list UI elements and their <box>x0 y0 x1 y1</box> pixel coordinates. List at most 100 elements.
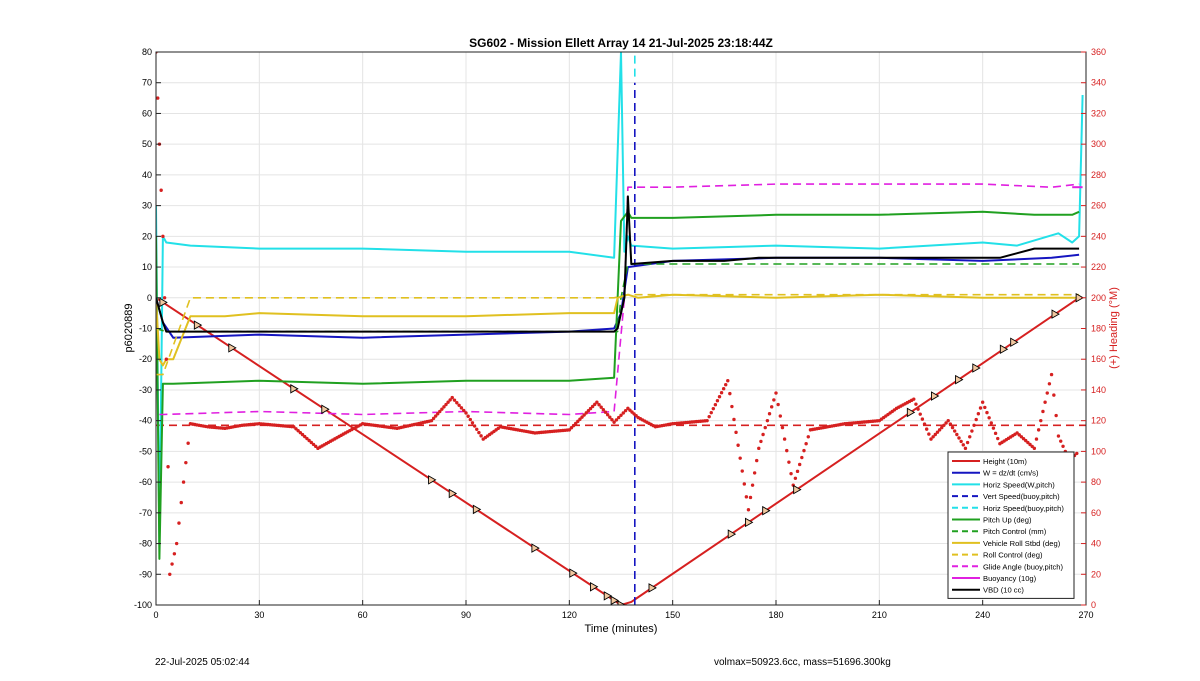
heading-point <box>479 434 483 438</box>
heading-point <box>738 456 742 460</box>
heading-point <box>459 406 464 410</box>
x-tick-label: 120 <box>562 610 577 620</box>
heading-point <box>475 427 479 432</box>
dive-marker <box>610 595 620 605</box>
legend-label: Horiz Speed(buoy,pitch) <box>983 504 1064 513</box>
y-tick-label-left: -70 <box>139 508 152 518</box>
series-line-glide-angle-buoy-pitch <box>159 183 1080 416</box>
heading-point <box>740 469 744 473</box>
heading-point <box>1043 400 1047 404</box>
heading-point <box>610 418 614 422</box>
heading-point <box>942 423 946 427</box>
heading-point <box>431 416 436 421</box>
y-tick-label-left: 20 <box>142 231 152 241</box>
x-tick-label: 60 <box>358 610 368 620</box>
heading-point <box>959 439 963 444</box>
heading-point <box>436 412 440 416</box>
dive-marker <box>472 504 482 515</box>
dive-marker <box>955 374 964 385</box>
heading-point <box>438 409 442 414</box>
heading-point <box>744 495 749 499</box>
heading-point <box>763 425 767 430</box>
heading-point <box>305 436 309 441</box>
heading-point <box>968 435 972 439</box>
heading-point <box>448 398 452 402</box>
y-tick-label-right: 60 <box>1091 508 1101 518</box>
heading-point <box>614 418 619 422</box>
series-line-height-10m <box>156 296 1080 605</box>
y-tick-label-right: 100 <box>1091 446 1106 456</box>
heading-point <box>711 406 716 411</box>
heading-point <box>935 430 940 434</box>
heading-point <box>621 411 625 415</box>
heading-point <box>1041 409 1045 414</box>
heading-point <box>623 408 628 413</box>
heading-point <box>608 415 612 419</box>
heading-point <box>599 405 603 409</box>
heading-point <box>584 411 588 415</box>
y-tick-label-left: 60 <box>142 108 152 118</box>
heading-point <box>929 437 933 441</box>
x-tick-label: 0 <box>153 610 158 620</box>
heading-point <box>709 410 713 415</box>
legend-label: Roll Control (deg) <box>983 551 1043 560</box>
heading-point <box>761 432 765 437</box>
dive-marker <box>569 568 578 578</box>
heading-point <box>993 431 998 436</box>
heading-point <box>1047 382 1052 386</box>
y-tick-label-left: 10 <box>142 262 152 272</box>
y-tick-label-right: 260 <box>1091 201 1106 211</box>
y-tick-label-left: -20 <box>139 354 152 364</box>
heading-point <box>983 405 987 410</box>
y-tick-label-right: 80 <box>1091 477 1101 487</box>
heading-point <box>172 552 177 556</box>
legend: Height (10m) W = dz/dt (cm/s) Horiz Speed(… <box>947 451 1075 599</box>
dive-marker <box>999 344 1009 355</box>
heading-point <box>1045 391 1049 395</box>
heading-point <box>927 432 931 436</box>
heading-point <box>597 403 601 407</box>
heading-point <box>1054 413 1058 418</box>
series-line-pitch-up-deg <box>156 210 1080 560</box>
heading-point <box>1039 418 1043 423</box>
y-tick-label-left: -40 <box>139 416 152 426</box>
dive-marker <box>159 297 168 308</box>
heading-point <box>776 402 780 407</box>
x-tick-label: 30 <box>254 610 264 620</box>
legend-label: Buoyancy (10g) <box>983 574 1037 583</box>
heading-point <box>972 423 976 427</box>
legend-label: Glide Angle (buoy,pitch) <box>983 562 1064 571</box>
heading-point <box>752 471 757 475</box>
x-tick-label: 180 <box>768 610 783 620</box>
heading-point <box>1061 444 1065 448</box>
heading-point <box>806 435 810 439</box>
heading-point <box>715 398 720 403</box>
y-tick-label-right: 160 <box>1091 354 1106 364</box>
heading-point <box>978 406 983 410</box>
dive-marker <box>1051 309 1060 319</box>
heading-point <box>963 446 968 451</box>
heading-point <box>184 460 188 465</box>
dive-marker <box>321 404 330 415</box>
heading-point <box>590 404 595 409</box>
heading-point <box>970 429 974 433</box>
heading-point <box>457 403 461 408</box>
heading-point <box>920 417 925 421</box>
y-tick-label-right: 40 <box>1091 539 1101 549</box>
heading-point <box>795 469 800 474</box>
heading-point <box>472 424 477 428</box>
chart-title: SG602 - Mission Ellett Array 14 21-Jul-2… <box>469 36 773 50</box>
heading-point <box>924 427 929 431</box>
heading-point <box>933 432 938 437</box>
heading-point <box>728 391 732 396</box>
heading-point <box>734 430 738 435</box>
heading-point <box>595 400 599 404</box>
heading-point <box>750 483 755 487</box>
series-layer <box>156 52 1086 605</box>
heading-point <box>955 432 959 437</box>
heading-point <box>755 458 759 463</box>
heading-point <box>780 425 785 430</box>
y-tick-label-left: -100 <box>134 600 152 610</box>
y-tick-label-right: 340 <box>1091 78 1106 88</box>
